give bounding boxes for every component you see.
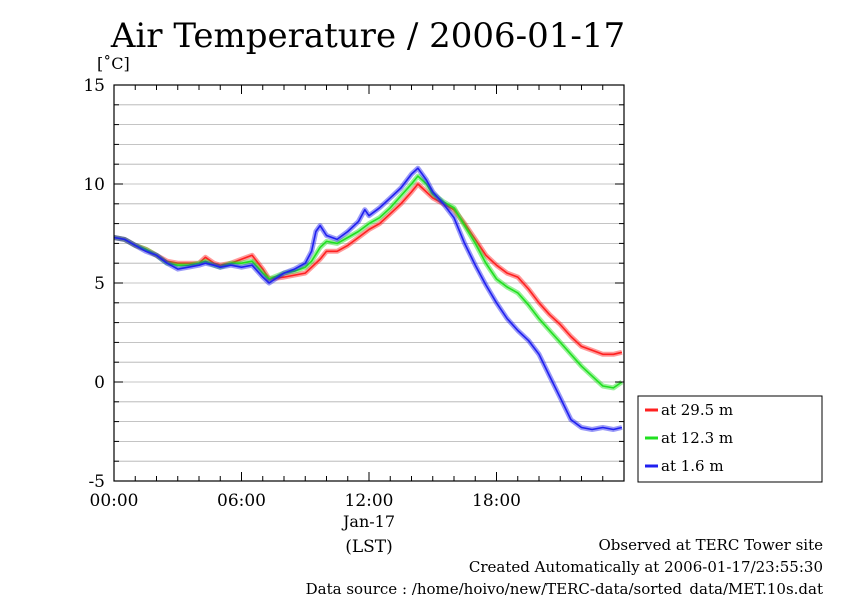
chart-title: Air Temperature / 2006-01-17 — [110, 16, 625, 56]
legend-label: at 29.5 m — [661, 401, 733, 419]
footer-source: Data source : /home/hoivo/new/TERC-data/… — [306, 580, 823, 595]
legend-label: at 12.3 m — [661, 429, 733, 447]
grid-lines — [114, 104, 624, 462]
series-line — [113, 175, 623, 389]
date-label: Jan-17 — [341, 512, 395, 531]
legend-item: at 12.3 m — [645, 429, 733, 447]
x-tick-label: 12:00 — [345, 491, 394, 511]
series-line — [113, 183, 623, 356]
legend-label: at 1.6 m — [661, 457, 724, 475]
y-tick-label: 5 — [94, 274, 105, 294]
y-tick-labels: 15 10 5 0 -5 — [83, 76, 105, 492]
x-tick-label: 18:00 — [472, 491, 521, 511]
series-2 — [113, 165, 623, 432]
x-tick-labels: 00:00 06:00 12:00 18:00 — [90, 491, 522, 511]
footer-site: Observed at TERC Tower site — [598, 536, 823, 554]
x-axis-label: (LST) — [345, 537, 393, 557]
footer-created: Created Automatically at 2006-01-17/23:5… — [469, 558, 823, 576]
axis-ticks — [113, 84, 624, 482]
legend-item: at 1.6 m — [645, 457, 724, 475]
legend-item: at 29.5 m — [645, 401, 733, 419]
series-halo — [113, 165, 623, 432]
legend: at 29.5 m at 12.3 m at 1.6 m — [637, 395, 823, 483]
y-tick-label: 0 — [94, 373, 105, 393]
x-tick-label: 06:00 — [217, 491, 266, 511]
y-tick-label: 15 — [83, 76, 105, 96]
series-halo — [113, 173, 624, 391]
series-lines — [113, 165, 624, 432]
legend-box — [637, 395, 823, 483]
series-line — [113, 167, 623, 431]
x-tick-label: 00:00 — [90, 491, 139, 511]
y-tick-label: -5 — [88, 472, 105, 492]
series-1 — [113, 173, 624, 391]
series-0 — [113, 181, 623, 357]
y-tick-label: 10 — [83, 175, 105, 195]
y-axis-unit-label: [˚C] — [97, 54, 130, 73]
